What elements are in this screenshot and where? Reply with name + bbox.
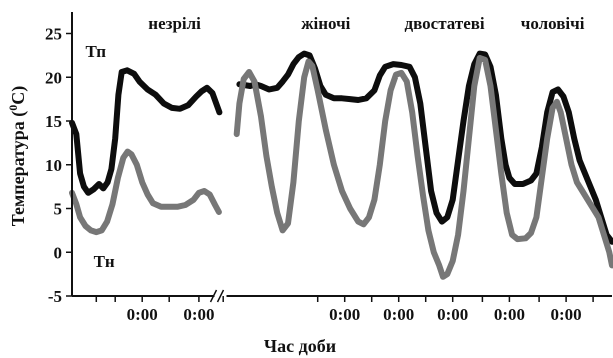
x-axis-title: Час доби [264,336,336,356]
category-label: незрілі [148,14,201,33]
y-tick-label: 10 [45,156,62,175]
series-line-1-segment-2 [236,50,613,245]
series-line-2-segment-1 [69,148,222,236]
category-label: чоловічі [521,14,585,33]
x-tick-label: 0:00 [494,305,525,324]
y-tick-label: 25 [45,25,62,44]
x-tick-label: 0:00 [183,305,214,324]
y-axis-title: Температура (0C) [6,86,29,227]
series-layer [69,50,613,280]
y-tick-label: -5 [48,287,62,306]
series-line-2-segment-2 [233,55,613,280]
category-label: жіночі [301,14,350,33]
series-line-1-segment-1 [69,67,223,196]
y-tick-label: 20 [45,68,62,87]
series-tag-label: Тн [94,252,115,271]
x-tick-label: 0:00 [551,305,582,324]
y-tick-label: 15 [45,112,62,131]
axis-break-mark [209,289,218,303]
axis-break-mark [216,289,225,303]
axes [66,12,612,303]
category-label: двостатеві [405,14,485,33]
y-tick-label: 5 [54,200,63,219]
x-tick-label: 0:00 [127,305,158,324]
series-air-temp [69,50,613,245]
x-tick-label: 0:00 [437,305,468,324]
series-tag-label: Тп [86,42,107,61]
series-under-temp [69,55,613,280]
chart-labels: -5 0 5 10 15 20 25 0:00 0:00 0:00 0:00 0:00 0:00 0:00… [6,14,585,356]
x-tick-label: 0:00 [329,305,360,324]
y-tick-label: 0 [54,243,63,262]
x-tick-label: 0:00 [383,305,414,324]
